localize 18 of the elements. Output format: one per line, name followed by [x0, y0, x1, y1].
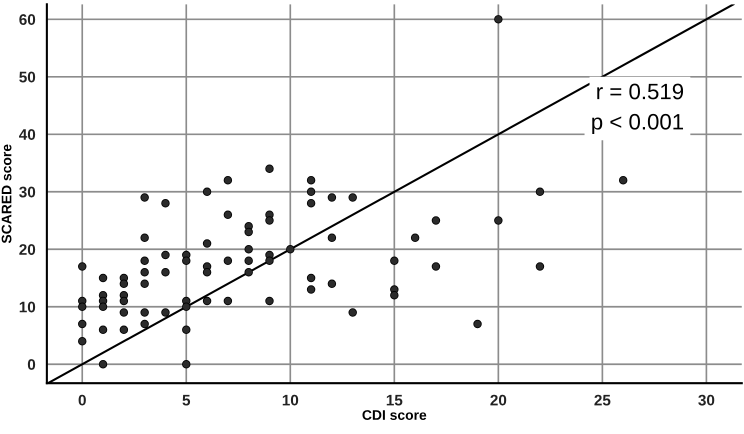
y-tick-label: 20 — [19, 244, 36, 255]
y-axis-title: SCARED score — [2, 144, 12, 244]
x-tick-label: 0 — [78, 394, 86, 406]
y-tick-label: 50 — [19, 72, 36, 82]
x-tick-label: 20 — [490, 394, 506, 406]
x-tick-label: 5 — [182, 394, 190, 406]
y-tick-label: 10 — [20, 302, 36, 312]
annotation: r = 0.519 — [597, 84, 684, 100]
annotation: p < 0.001 — [592, 114, 684, 134]
x-axis-title: CDI score — [362, 410, 426, 420]
y-tick-label: 40 — [19, 129, 36, 140]
y-tick-label: 60 — [19, 14, 36, 25]
y-tick-label: 30 — [19, 186, 36, 198]
y-tick-label: 0 — [28, 359, 36, 370]
x-tick-label: 25 — [594, 394, 610, 406]
x-tick-label: 10 — [282, 394, 298, 406]
x-tick-label: 30 — [698, 394, 714, 406]
x-tick-label: 15 — [386, 394, 402, 406]
